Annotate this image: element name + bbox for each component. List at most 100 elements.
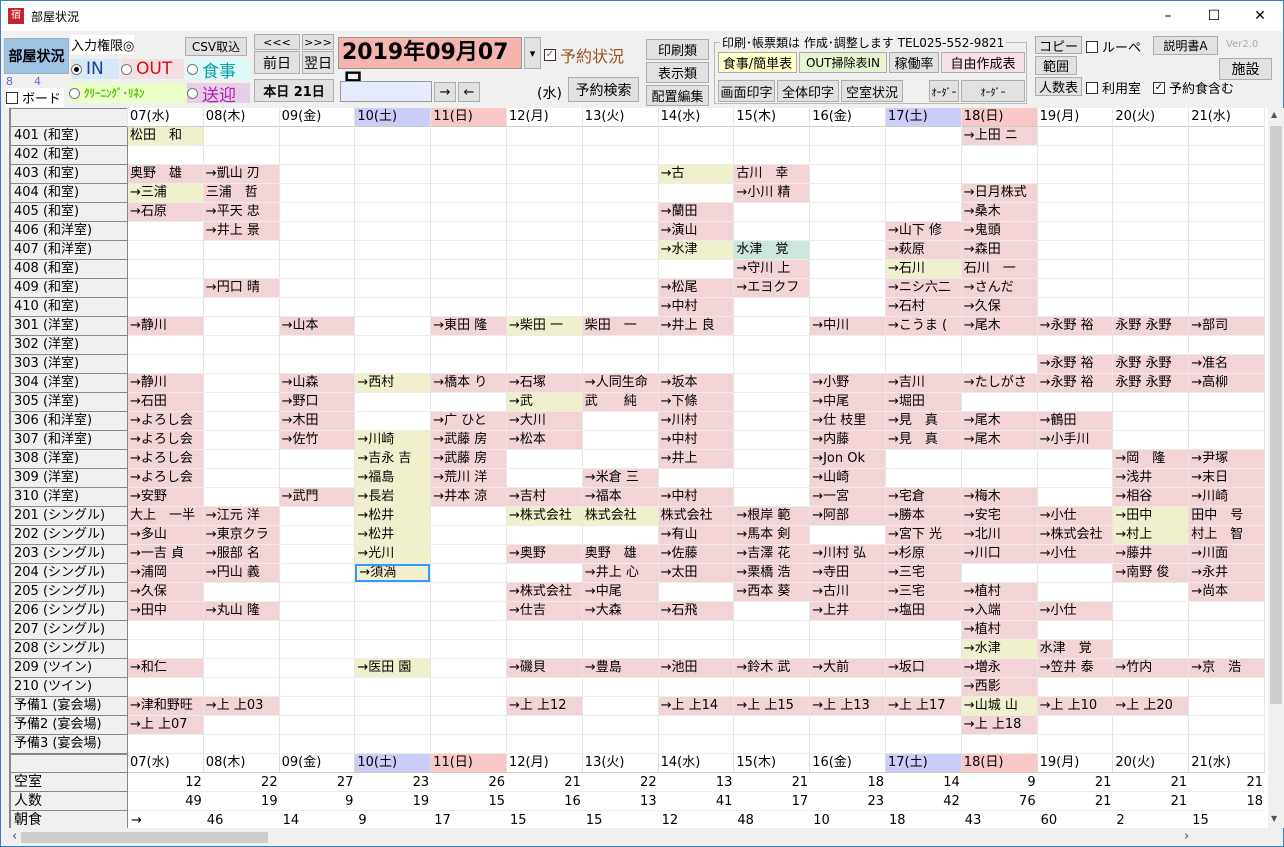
booking-cell[interactable]: →石川 — [886, 260, 961, 278]
radio-cleaning[interactable]: ｸﾘｰﾆﾝｸﾞ･ﾘﾈﾝ — [69, 83, 186, 103]
booking-cell[interactable]: →演山 — [658, 222, 734, 240]
booking-cell[interactable]: →准名 — [1189, 355, 1264, 373]
booking-cell[interactable]: →奥野 — [507, 545, 582, 563]
booking-cell[interactable]: 奥野 雄 — [582, 545, 658, 563]
booking-cell[interactable]: →笠井 泰 — [1037, 659, 1113, 677]
booking-cell[interactable]: →江元 洋 — [203, 507, 279, 525]
booking-cell[interactable]: →東田 隆 — [431, 317, 506, 335]
booking-cell[interactable]: →宅倉 — [886, 488, 961, 506]
booking-cell[interactable]: →三宅 — [886, 564, 961, 582]
out-clean-button[interactable]: OUT掃除表IN — [799, 52, 887, 73]
booking-cell[interactable]: →小仕 — [1037, 545, 1113, 563]
room-status-button[interactable]: 部屋状況 — [4, 38, 69, 74]
screen-print-button[interactable]: 画面印字 — [718, 80, 775, 102]
booking-cell[interactable]: →株式会社 — [1037, 526, 1113, 544]
booking-cell[interactable]: →蘭田 — [658, 203, 734, 221]
booking-cell[interactable]: 村上 智 — [1189, 526, 1264, 544]
booking-cell[interactable]: →大前 — [810, 659, 885, 677]
booking-cell[interactable]: →寺田 — [810, 564, 885, 582]
booking-cell[interactable]: →三浦 — [128, 184, 203, 202]
booking-cell[interactable]: →小手川 — [1037, 431, 1113, 449]
booking-cell[interactable]: →仕吉 — [507, 602, 582, 620]
booking-cell[interactable]: →よろし会 — [128, 450, 203, 468]
all-print-button[interactable]: 全体印字 — [777, 80, 839, 102]
order-button-2[interactable]: ｵｰﾀﾞｰ — [961, 80, 1025, 102]
free-table-button[interactable]: 自由作成表 — [941, 52, 1025, 73]
booking-cell[interactable]: →小野 — [810, 374, 885, 392]
reservation-search-button[interactable]: 予約検索 — [568, 77, 639, 102]
booking-cell[interactable]: →川崎 — [1189, 488, 1264, 506]
booking-cell[interactable]: →藤井 — [1113, 545, 1189, 563]
booking-cell[interactable]: →見 真 — [886, 431, 961, 449]
booking-cell[interactable]: →多山 — [128, 526, 203, 544]
booking-cell[interactable]: →服部 名 — [203, 545, 279, 563]
booking-cell[interactable]: →一宮 — [810, 488, 885, 506]
booking-cell[interactable]: →上田 ニ — [961, 127, 1037, 145]
booking-cell[interactable]: 松田 和 — [128, 127, 203, 145]
maximize-button[interactable]: ☐ — [1207, 8, 1221, 24]
booking-cell[interactable]: →南野 俊 — [1113, 564, 1189, 582]
booking-cell[interactable]: →山本 — [279, 317, 355, 335]
booking-cell[interactable]: 永野 永野 — [1113, 355, 1189, 373]
booking-cell[interactable]: →西村 — [355, 374, 431, 392]
booking-cell[interactable]: →上 上14 — [658, 697, 734, 715]
booking-cell[interactable]: →石田 — [128, 393, 203, 411]
range-button[interactable]: 範囲 — [1035, 56, 1077, 75]
booking-cell[interactable]: 古川 幸 — [734, 165, 810, 183]
booking-cell[interactable]: →浅井 — [1113, 469, 1189, 487]
booking-cell[interactable]: →山森 — [279, 374, 355, 392]
booking-cell[interactable]: →よろし会 — [128, 469, 203, 487]
reservation-status-checkbox[interactable]: ✓ 予約状況 — [544, 43, 624, 67]
booking-cell[interactable]: →和仁 — [128, 659, 203, 677]
booking-cell[interactable]: →上 上10 — [1037, 697, 1113, 715]
booking-cell[interactable]: →吉永 吉 — [355, 450, 431, 468]
booking-cell[interactable]: →野口 — [279, 393, 355, 411]
scroll-up-icon[interactable]: ▲ — [1271, 110, 1278, 119]
booking-cell[interactable]: →凱山 刃 — [203, 165, 279, 183]
booking-cell[interactable]: →小仕 — [1037, 602, 1113, 620]
copy-button[interactable]: コピー — [1035, 36, 1082, 55]
booking-cell[interactable]: →円口 晴 — [203, 279, 279, 297]
booking-cell[interactable]: →医田 園 — [355, 659, 431, 677]
today-button[interactable]: 本日 21日 — [254, 79, 334, 102]
booking-cell-selected[interactable]: →須渦 — [355, 564, 431, 582]
booking-cell[interactable]: →广 ひと — [431, 412, 506, 430]
booking-cell[interactable]: →福島 — [355, 469, 431, 487]
scroll-down-icon[interactable]: ▼ — [1271, 814, 1278, 823]
booking-cell[interactable]: →中村 — [658, 431, 734, 449]
booking-cell[interactable]: →三宅 — [886, 583, 961, 601]
booking-cell[interactable]: →石塚 — [507, 374, 582, 392]
booking-cell[interactable]: →有山 — [658, 526, 734, 544]
booking-cell[interactable]: →上 上15 — [734, 697, 810, 715]
booking-cell[interactable]: →小仕 — [1037, 507, 1113, 525]
booking-cell[interactable]: →上 上20 — [1113, 697, 1189, 715]
next-day-button[interactable]: 翌日 — [302, 51, 334, 74]
booking-cell[interactable]: →勝本 — [886, 507, 961, 525]
booking-cell[interactable]: →馬本 剣 — [734, 526, 810, 544]
booking-cell[interactable]: →安野 — [128, 488, 203, 506]
booking-cell[interactable]: 田中 号 — [1189, 507, 1264, 525]
booking-cell[interactable]: →Jon Ok — [810, 450, 885, 468]
booking-cell[interactable]: →尚本 — [1189, 583, 1264, 601]
booking-cell[interactable]: →古川 — [810, 583, 885, 601]
booking-cell[interactable]: →宮下 光 — [886, 526, 961, 544]
booking-cell[interactable]: →松井 — [355, 507, 431, 525]
booking-cell[interactable]: →長岩 — [355, 488, 431, 506]
booking-cell[interactable]: →さんだ — [961, 279, 1037, 297]
used-rooms-checkbox[interactable]: 利用室 — [1086, 78, 1141, 97]
arrow-right-button[interactable]: → — [434, 82, 456, 102]
horizontal-scroll-thumb[interactable] — [21, 832, 268, 843]
vertical-scroll-thumb[interactable] — [1270, 126, 1282, 704]
booking-cell[interactable]: →中村 — [658, 488, 734, 506]
booking-cell[interactable]: →石村 — [886, 298, 961, 316]
booking-cell[interactable]: 水津 覚 — [1037, 640, 1113, 658]
booking-cell[interactable]: 武 純 — [582, 393, 658, 411]
booking-cell[interactable]: →よろし会 — [128, 412, 203, 430]
booking-cell[interactable]: →上 上13 — [810, 697, 885, 715]
booking-cell[interactable]: →上 上03 — [203, 697, 279, 715]
booking-cell[interactable]: →池田 — [658, 659, 734, 677]
booking-cell[interactable]: →中尾 — [582, 583, 658, 601]
booking-cell[interactable]: →上 上07 — [128, 716, 203, 734]
headcount-button[interactable]: 人数表 — [1035, 77, 1082, 96]
print-button[interactable]: 印刷類 — [646, 39, 709, 60]
